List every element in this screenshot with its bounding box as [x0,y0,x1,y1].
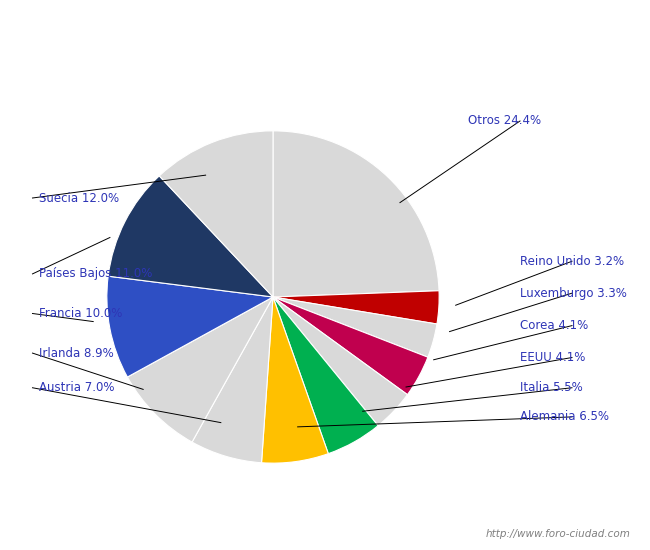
Wedge shape [127,297,273,442]
Wedge shape [108,176,273,297]
Text: Alemania 6.5%: Alemania 6.5% [520,410,609,424]
Text: Luxemburgo 3.3%: Luxemburgo 3.3% [520,287,627,300]
Wedge shape [273,297,378,454]
Wedge shape [261,297,328,463]
Wedge shape [273,297,408,426]
Wedge shape [192,297,273,463]
Text: Reino Unido 3.2%: Reino Unido 3.2% [520,255,624,268]
Wedge shape [273,291,439,324]
Text: Corea 4.1%: Corea 4.1% [520,319,588,332]
Text: Francia 10.0%: Francia 10.0% [39,307,122,320]
Text: Austria 7.0%: Austria 7.0% [39,381,114,394]
Text: Suecia 12.0%: Suecia 12.0% [39,191,119,205]
Text: Italia 5.5%: Italia 5.5% [520,381,583,394]
Text: http://www.foro-ciudad.com: http://www.foro-ciudad.com [486,529,630,539]
Wedge shape [273,297,428,395]
Wedge shape [273,297,437,357]
Text: Otros 24.4%: Otros 24.4% [468,114,541,128]
Text: EEUU 4.1%: EEUU 4.1% [520,351,586,364]
Wedge shape [107,276,273,377]
Text: Irlanda 8.9%: Irlanda 8.9% [39,346,114,360]
Wedge shape [159,131,273,297]
Text: Almansa - Turistas extranjeros según país - Octubre de 2024: Almansa - Turistas extranjeros según paí… [94,13,556,29]
Text: Países Bajos 11.0%: Países Bajos 11.0% [39,267,152,280]
Wedge shape [273,131,439,297]
